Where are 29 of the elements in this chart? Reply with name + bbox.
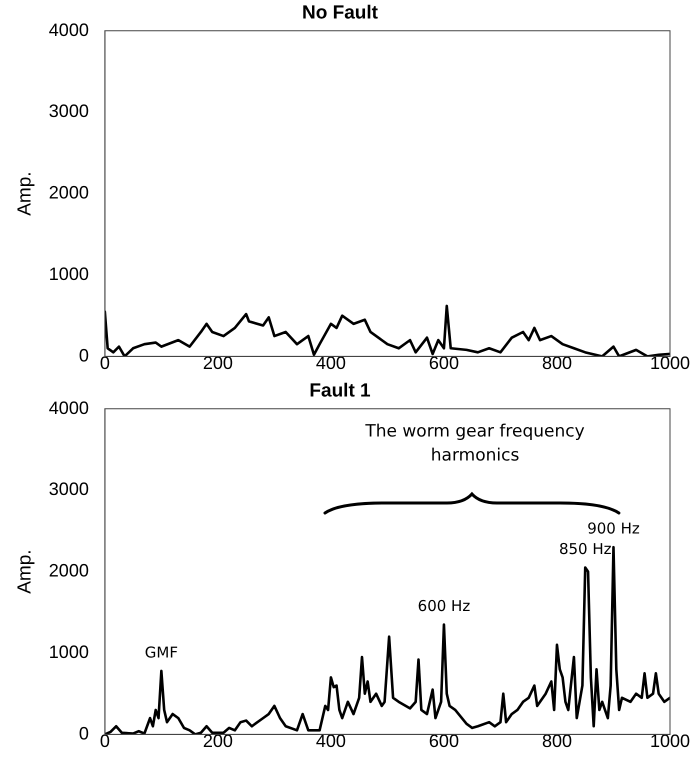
- y-tick-label: 4000: [48, 20, 89, 40]
- chart-title: No Fault: [302, 2, 379, 24]
- y-tick-label: 2000: [48, 182, 89, 203]
- y-tick-label: 1000: [48, 264, 89, 284]
- x-tick-label: 400: [316, 353, 346, 374]
- y-tick-label: 1000: [48, 642, 89, 662]
- x-tick-label: 200: [202, 731, 233, 752]
- x-tick-label: 0: [100, 353, 110, 374]
- x-tick-label: 800: [542, 731, 572, 752]
- x-tick-label: 800: [542, 353, 572, 374]
- x-tick-label: 1000: [650, 353, 690, 374]
- y-tick-label: 4000: [48, 398, 89, 418]
- y-axis-title: Amp.: [14, 171, 36, 216]
- annotation: 600 Hz: [418, 596, 470, 615]
- annotation: GMF: [144, 643, 178, 662]
- chart-title: Fault 1: [309, 380, 372, 402]
- x-tick-label: 400: [316, 731, 346, 752]
- y-tick-label: 3000: [48, 479, 89, 500]
- x-tick-label: 0: [100, 731, 110, 752]
- y-tick-label: 3000: [48, 101, 89, 122]
- y-axis-title: Amp.: [14, 549, 36, 594]
- x-tick-label: 600: [428, 731, 459, 752]
- x-tick-label: 600: [428, 353, 459, 374]
- x-tick-label: 200: [202, 353, 233, 374]
- annotation: 900 Hz: [587, 520, 640, 538]
- y-tick-label: 2000: [48, 560, 89, 581]
- annotation: The worm gear frequency harmonics: [364, 422, 585, 466]
- x-tick-label: 1000: [650, 731, 690, 752]
- annotation: 850 Hz: [558, 540, 612, 558]
